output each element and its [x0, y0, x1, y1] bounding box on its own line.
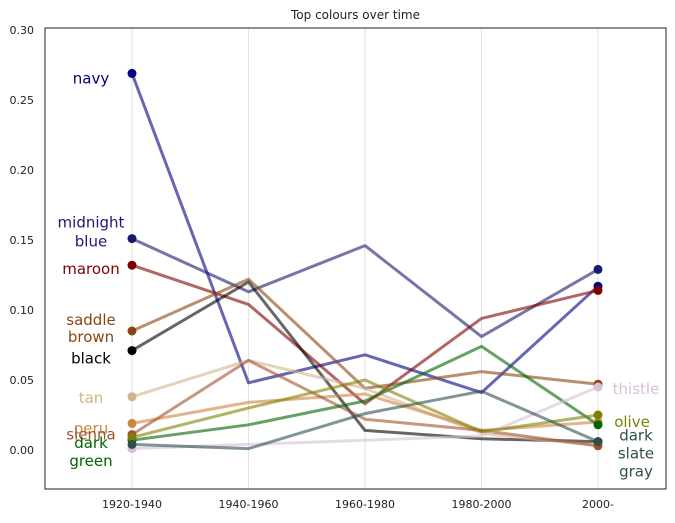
- marker-saddle-brown: [127, 326, 137, 336]
- gridlines: [131, 28, 599, 489]
- x-tick-label: 1960-1980: [335, 498, 395, 511]
- marker-maroon: [127, 260, 137, 270]
- marker-dark-slate-gray: [127, 439, 137, 449]
- series-line-navy: [130, 72, 600, 395]
- chart-title: Top colours over time: [290, 8, 420, 22]
- series-label: tan: [79, 389, 104, 407]
- marker-olive: [593, 410, 603, 420]
- series-label: maroon: [62, 260, 120, 278]
- series-label: peru: [74, 419, 108, 437]
- x-tick-label: 1940-1960: [219, 498, 279, 511]
- y-tick-label: 0.05: [10, 374, 35, 387]
- series-line-dark-green: [131, 344, 599, 442]
- series-line-dark-slate-gray: [131, 389, 599, 451]
- series-line-olive: [131, 378, 599, 439]
- marker-maroon: [593, 285, 603, 295]
- marker-black: [127, 346, 137, 356]
- marker-midnight-blue: [127, 234, 137, 244]
- series-label: midnight: [58, 214, 125, 232]
- marker-peru: [127, 418, 137, 428]
- series-label: blue: [75, 233, 107, 251]
- y-axis-ticks: 0.00 0.05 0.10 0.15 0.20 0.25 0.30: [10, 24, 35, 457]
- marker-navy: [127, 68, 137, 78]
- series-lines: [130, 72, 600, 451]
- series-line-black: [131, 280, 599, 444]
- series-label: navy: [73, 69, 110, 87]
- series-markers: [127, 68, 603, 454]
- marker-tan: [127, 392, 137, 402]
- series-label: thistle: [613, 380, 660, 398]
- y-tick-label: 0.30: [10, 24, 35, 37]
- marker-olive: [127, 432, 137, 442]
- x-tick-label: 2000-: [582, 498, 614, 511]
- y-tick-label: 0.20: [10, 164, 35, 177]
- series-label: olive: [614, 413, 650, 431]
- series-line-maroon: [131, 263, 599, 406]
- y-tick-label: 0.15: [10, 234, 35, 247]
- series-line-sienna: [131, 358, 599, 448]
- series-label: green: [69, 452, 112, 470]
- y-tick-label: 0.10: [10, 304, 35, 317]
- series-label: brown: [68, 328, 114, 346]
- marker-thistle: [593, 382, 603, 392]
- x-tick-label: 1920-1940: [102, 498, 162, 511]
- series-label: saddle: [66, 311, 115, 329]
- x-tick-label: 1980-2000: [452, 498, 512, 511]
- marker-dark-slate-gray: [593, 437, 603, 447]
- series-label: sienna: [66, 426, 115, 444]
- series-label: dark: [619, 427, 653, 445]
- series-line-tan: [131, 358, 599, 448]
- marker-midnight-blue: [593, 264, 603, 274]
- series-line-midnight-blue: [131, 237, 599, 339]
- y-tick-label: 0.00: [10, 444, 35, 457]
- series-label: dark: [74, 434, 108, 452]
- x-axis-ticks: 1920-1940 1940-1960 1960-1980 1980-2000 2000…: [102, 498, 614, 511]
- series-label: black: [71, 350, 111, 368]
- series-label: slate: [618, 445, 654, 463]
- y-tick-label: 0.25: [10, 94, 35, 107]
- marker-dark-green: [593, 420, 603, 430]
- series-label: gray: [619, 463, 653, 481]
- plot-frame: [44, 27, 667, 490]
